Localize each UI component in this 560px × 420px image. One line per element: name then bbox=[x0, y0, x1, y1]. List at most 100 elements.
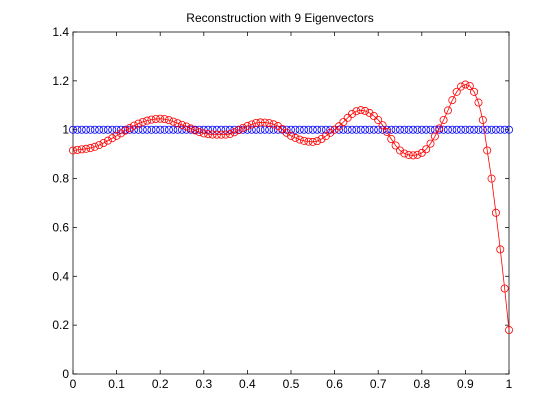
data-point bbox=[69, 146, 78, 155]
data-point bbox=[99, 138, 108, 147]
data-point bbox=[391, 125, 400, 134]
data-point bbox=[382, 127, 391, 136]
data-point bbox=[147, 125, 156, 134]
data-point bbox=[317, 125, 326, 134]
data-point bbox=[352, 125, 361, 134]
data-point bbox=[77, 125, 86, 134]
data-point bbox=[378, 121, 387, 130]
data-point bbox=[308, 137, 317, 146]
data-point bbox=[300, 125, 309, 134]
data-point bbox=[269, 120, 278, 129]
data-point bbox=[478, 125, 487, 134]
data-point bbox=[239, 123, 248, 132]
data-point bbox=[304, 125, 313, 134]
data-point bbox=[470, 125, 479, 134]
data-point bbox=[130, 121, 139, 130]
data-point bbox=[400, 125, 409, 134]
data-point bbox=[260, 118, 269, 127]
data-point bbox=[208, 130, 217, 139]
y-tick-label: 0.8 bbox=[52, 172, 69, 186]
data-point bbox=[73, 125, 82, 134]
data-point bbox=[116, 129, 125, 138]
data-point bbox=[108, 125, 117, 134]
data-point bbox=[470, 87, 479, 96]
data-point bbox=[282, 128, 291, 137]
data-point bbox=[404, 150, 413, 159]
data-point bbox=[112, 131, 121, 140]
data-point bbox=[273, 122, 282, 131]
data-point bbox=[234, 126, 243, 135]
data-point bbox=[365, 125, 374, 134]
x-tick-label: 0.7 bbox=[370, 377, 387, 391]
data-point bbox=[247, 120, 256, 129]
data-point bbox=[164, 116, 173, 125]
x-tick-label: 1 bbox=[506, 377, 513, 391]
data-point bbox=[422, 125, 431, 134]
data-point bbox=[103, 136, 112, 145]
data-point bbox=[348, 125, 357, 134]
data-point bbox=[243, 122, 252, 131]
data-point bbox=[491, 125, 500, 134]
data-point bbox=[95, 141, 104, 150]
data-point bbox=[313, 125, 322, 134]
data-point bbox=[474, 98, 483, 107]
data-point bbox=[448, 125, 457, 134]
data-point bbox=[491, 208, 500, 217]
data-point bbox=[86, 125, 95, 134]
data-point bbox=[478, 115, 487, 124]
data-point bbox=[395, 146, 404, 155]
y-tick-label: 1.4 bbox=[52, 25, 69, 39]
x-tick-label: 0.1 bbox=[108, 377, 125, 391]
data-point bbox=[378, 125, 387, 134]
data-point bbox=[151, 114, 160, 123]
data-point bbox=[90, 125, 99, 134]
data-point bbox=[125, 124, 134, 133]
data-point bbox=[387, 134, 396, 143]
data-point bbox=[356, 125, 365, 134]
data-point bbox=[426, 139, 435, 148]
data-point bbox=[334, 122, 343, 131]
x-tick-label: 0.4 bbox=[239, 377, 256, 391]
data-point bbox=[483, 125, 492, 134]
data-point bbox=[252, 125, 261, 134]
data-point bbox=[439, 115, 448, 124]
data-point bbox=[143, 116, 152, 125]
data-point bbox=[304, 137, 313, 146]
data-point bbox=[208, 125, 217, 134]
data-point bbox=[404, 125, 413, 134]
data-point bbox=[443, 106, 452, 115]
data-point bbox=[252, 119, 261, 128]
data-point bbox=[195, 128, 204, 137]
data-point bbox=[169, 117, 178, 126]
data-point bbox=[212, 130, 221, 139]
data-point bbox=[82, 125, 91, 134]
data-point bbox=[422, 145, 431, 154]
data-point bbox=[465, 125, 474, 134]
data-point bbox=[365, 108, 374, 117]
data-point bbox=[134, 119, 143, 128]
data-point bbox=[212, 125, 221, 134]
data-point bbox=[86, 144, 95, 153]
data-point bbox=[374, 115, 383, 124]
data-point bbox=[291, 133, 300, 142]
data-point bbox=[457, 82, 466, 91]
data-point bbox=[217, 130, 226, 139]
data-point bbox=[348, 109, 357, 118]
data-point bbox=[413, 125, 422, 134]
data-point bbox=[461, 125, 470, 134]
data-point bbox=[225, 125, 234, 134]
data-point bbox=[173, 119, 182, 128]
data-point bbox=[256, 118, 265, 127]
data-point bbox=[169, 125, 178, 134]
y-tick-label: 0.6 bbox=[52, 220, 69, 234]
data-point bbox=[151, 125, 160, 134]
data-point bbox=[343, 125, 352, 134]
data-point bbox=[199, 129, 208, 138]
data-point bbox=[221, 125, 230, 134]
series-1 bbox=[69, 80, 513, 335]
data-point bbox=[457, 125, 466, 134]
y-tick-label: 1 bbox=[62, 123, 69, 137]
data-point bbox=[339, 118, 348, 127]
series-layer bbox=[69, 80, 513, 335]
data-point bbox=[361, 106, 370, 115]
